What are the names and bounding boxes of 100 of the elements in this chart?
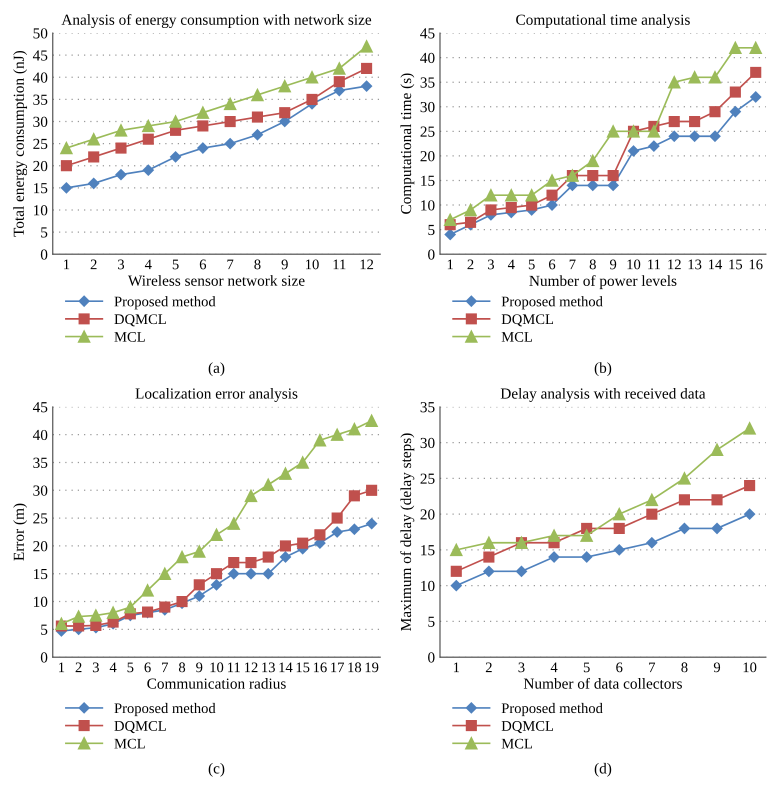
point	[244, 490, 258, 502]
point	[587, 180, 598, 192]
point	[330, 428, 344, 441]
point	[360, 40, 373, 53]
point	[224, 138, 236, 150]
point	[608, 170, 619, 182]
x-tick-label: 16	[750, 260, 763, 270]
point	[224, 116, 236, 128]
point	[689, 130, 700, 142]
point	[72, 610, 85, 623]
point	[60, 142, 73, 154]
point	[87, 132, 100, 146]
point	[749, 42, 762, 54]
x-tick-label: 5	[128, 662, 134, 672]
legend-label: Proposed method	[114, 702, 216, 716]
point	[297, 538, 308, 549]
point	[743, 422, 756, 435]
point	[668, 116, 680, 128]
point	[646, 494, 658, 506]
legend-label: DQMCL	[114, 721, 166, 734]
point	[262, 478, 274, 491]
point	[124, 600, 137, 614]
point	[581, 551, 592, 563]
x-axis-title: Number of data collectors	[524, 678, 682, 689]
point	[280, 551, 292, 563]
x-tick-label: 15	[296, 662, 310, 672]
point	[142, 134, 154, 145]
point	[360, 80, 372, 92]
x-tick-label: 9	[610, 260, 616, 270]
y-tick-label: 25	[420, 126, 435, 137]
legend-label: MCL	[114, 738, 145, 749]
x-tick-label: 4	[144, 260, 152, 270]
point	[334, 76, 345, 88]
point	[251, 88, 264, 102]
point	[750, 91, 762, 103]
point	[689, 116, 700, 128]
legend-label: MCL	[502, 738, 532, 749]
legend-label: Proposed method	[502, 702, 603, 716]
point	[365, 414, 378, 428]
point	[586, 154, 600, 168]
point	[228, 568, 240, 580]
x-tick-label: 10	[744, 662, 756, 672]
point	[546, 174, 558, 187]
y-tick-label: 20	[420, 509, 435, 520]
point	[314, 434, 326, 446]
x-tick-label: 8	[254, 259, 261, 270]
point	[668, 76, 680, 88]
point	[648, 125, 660, 138]
x-tick-label: 2	[90, 260, 97, 270]
x-tick-label: 7	[227, 260, 234, 270]
point	[709, 130, 721, 142]
point	[262, 551, 274, 563]
point	[142, 120, 155, 132]
x-tick-label: 14	[279, 662, 293, 672]
point	[197, 142, 208, 154]
legend-label: DQMCL	[502, 314, 554, 326]
point	[245, 557, 257, 568]
point	[197, 120, 208, 132]
y-tick-label: 5	[41, 624, 48, 635]
y-tick-label: 15	[421, 176, 435, 186]
legend-label: DQMCL	[502, 721, 554, 734]
point	[306, 71, 318, 84]
point	[710, 444, 724, 456]
x-tick-label: 10	[306, 259, 319, 270]
x-tick-label: 10	[210, 662, 224, 672]
point	[730, 106, 741, 118]
point	[678, 522, 690, 534]
point	[668, 130, 680, 142]
point	[482, 536, 496, 549]
x-tick-label: 3	[488, 260, 494, 270]
x-tick-label: 19	[366, 662, 378, 672]
point	[170, 151, 182, 162]
x-tick-label: 18	[348, 662, 362, 672]
point	[646, 537, 658, 548]
x-tick-label: 3	[518, 662, 525, 672]
point	[730, 86, 741, 98]
point	[483, 566, 494, 577]
point	[729, 42, 742, 54]
point	[548, 551, 560, 563]
x-tick-label: 10	[628, 259, 640, 270]
text: (b)	[594, 362, 612, 376]
point	[196, 106, 210, 119]
point	[678, 494, 690, 506]
y-tick-label: 30	[33, 485, 48, 496]
chart-title: Localization error analysis	[135, 388, 298, 402]
point	[483, 551, 494, 563]
legend-label: Proposed method	[502, 296, 603, 310]
point	[366, 518, 378, 530]
y-tick-label: 35	[33, 94, 48, 105]
point	[228, 557, 240, 568]
point	[176, 550, 188, 564]
y-tick-label: 0	[428, 249, 435, 260]
legend-label: MCL	[114, 332, 145, 342]
legend-label: Proposed method	[114, 296, 216, 310]
y-tick-label: 35	[33, 458, 48, 468]
x-axis-title: Wireless sensor network size	[128, 275, 305, 286]
point	[194, 579, 205, 590]
point	[114, 124, 128, 137]
point	[210, 568, 222, 580]
y-tick-label: 20	[420, 151, 435, 162]
